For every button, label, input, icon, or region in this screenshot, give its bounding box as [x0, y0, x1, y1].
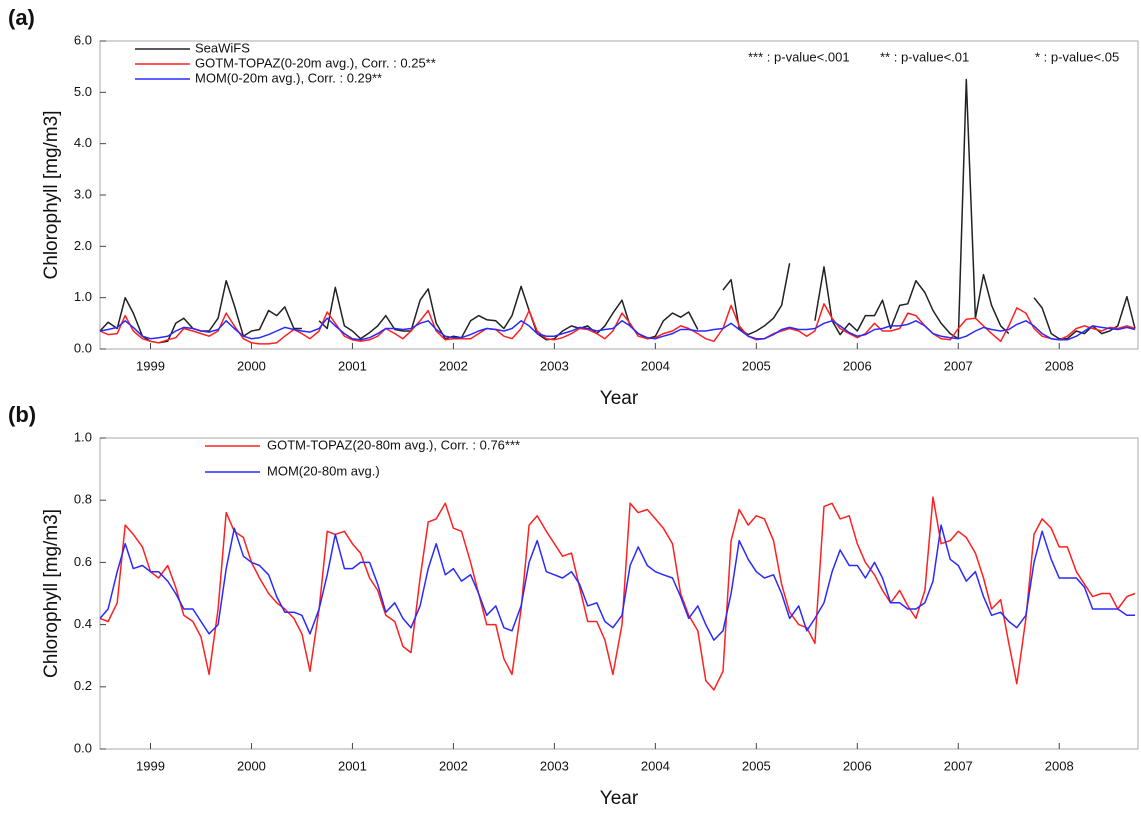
series-line — [99, 78, 1136, 344]
y-tick-label: 5.0 — [74, 84, 92, 99]
x-tick-label: 2003 — [540, 358, 569, 373]
series-line — [99, 524, 1135, 641]
panel-label: (b) — [8, 402, 36, 427]
legend-label: GOTM-TOPAZ(20-80m avg.), Corr. : 0.76*** — [267, 437, 520, 452]
y-tick-label: 0.8 — [74, 492, 92, 507]
x-tick-label: 2001 — [338, 358, 367, 373]
x-tick-label: 1999 — [136, 758, 165, 773]
plot-frame — [99, 40, 1139, 350]
x-tick-label: 2007 — [944, 758, 973, 773]
y-tick-label: 0.0 — [74, 340, 92, 355]
legend-label: GOTM-TOPAZ(0-20m avg.), Corr. : 0.25** — [195, 55, 436, 70]
panel-label: (a) — [8, 5, 35, 30]
series-line — [99, 317, 1136, 341]
y-tick-label: 0.6 — [74, 554, 92, 569]
y-tick-label: 0.0 — [74, 740, 92, 755]
y-tick-label: 1.0 — [74, 429, 92, 444]
x-tick-label: 2000 — [237, 358, 266, 373]
x-tick-label: 2008 — [1045, 758, 1074, 773]
x-axis-title: Year — [600, 388, 639, 409]
legend-label: MOM(20-80m avg.) — [267, 463, 380, 478]
y-tick-label: 6.0 — [74, 32, 92, 47]
y-tick-label: 1.0 — [74, 289, 92, 304]
legend-label: SeaWiFS — [195, 40, 250, 55]
series-line — [99, 303, 1136, 345]
legend-label: MOM(0-20m avg.), Corr. : 0.29** — [195, 70, 382, 85]
series-line — [99, 496, 1136, 691]
x-tick-label: 1999 — [136, 358, 165, 373]
x-tick-label: 2002 — [439, 358, 468, 373]
x-tick-label: 2003 — [540, 758, 569, 773]
x-tick-label: 2005 — [742, 758, 771, 773]
x-tick-label: 2001 — [338, 758, 367, 773]
annotation: *** : p-value<.001 — [748, 49, 850, 64]
x-tick-label: 2005 — [742, 358, 771, 373]
y-tick-label: 2.0 — [74, 238, 92, 253]
x-tick-label: 2000 — [237, 758, 266, 773]
x-tick-label: 2004 — [641, 758, 670, 773]
x-tick-label: 2006 — [843, 358, 872, 373]
x-tick-label: 2007 — [944, 358, 973, 373]
x-tick-label: 2008 — [1045, 358, 1074, 373]
y-tick-label: 4.0 — [74, 135, 92, 150]
x-tick-label: 2006 — [843, 758, 872, 773]
y-tick-label: 0.4 — [74, 616, 92, 631]
y-axis-title: Chlorophyll [mg/m3] — [41, 509, 62, 678]
annotation: ** : p-value<.01 — [880, 49, 969, 64]
y-axis-title: Chlorophyll [mg/m3] — [41, 111, 62, 280]
annotation: * : p-value<.05 — [1035, 49, 1119, 64]
x-axis-title: Year — [600, 788, 639, 809]
plot-frame — [99, 437, 1139, 750]
y-tick-label: 0.2 — [74, 678, 92, 693]
x-tick-label: 2002 — [439, 758, 468, 773]
y-tick-label: 3.0 — [74, 186, 92, 201]
x-tick-label: 2004 — [641, 358, 670, 373]
